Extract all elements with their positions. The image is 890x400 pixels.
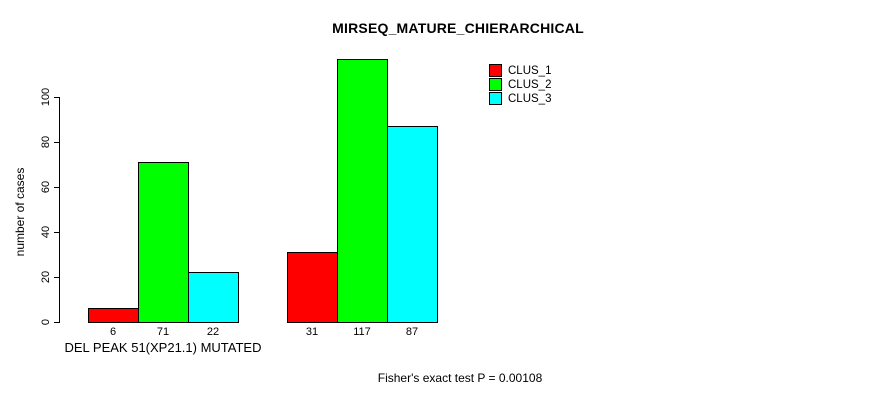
y-tick-label: 40 xyxy=(40,225,52,239)
y-axis-tick xyxy=(54,97,59,98)
y-tick-label: 60 xyxy=(40,180,52,194)
y-axis-tick xyxy=(54,187,59,188)
bar-clus_1-group2 xyxy=(287,252,338,323)
x-category-label: DEL PEAK 51(XP21.1) MUTATED xyxy=(64,340,262,355)
y-tick-label: 100 xyxy=(40,87,52,107)
bar-clus_1-group1 xyxy=(88,308,139,323)
legend-swatch-clus-3 xyxy=(489,92,502,105)
y-axis-line xyxy=(59,97,60,323)
y-axis-label: number of cases xyxy=(13,167,27,257)
bar-value-label: 31 xyxy=(305,326,319,338)
legend-swatch-clus-1 xyxy=(489,64,502,77)
y-tick-label: 0 xyxy=(40,318,52,326)
legend-swatch-clus-2 xyxy=(489,78,502,91)
y-axis-tick xyxy=(54,322,59,323)
y-tick-label: 20 xyxy=(40,270,52,284)
bar-value-label: 117 xyxy=(353,326,371,338)
legend: CLUS_1 CLUS_2 CLUS_3 xyxy=(489,64,551,106)
y-tick-label: 80 xyxy=(40,135,52,149)
bar-clus_2-group1 xyxy=(138,162,189,323)
y-axis-tick xyxy=(54,232,59,233)
legend-item-clus-1: CLUS_1 xyxy=(489,64,551,77)
stat-test-caption: Fisher's exact test P = 0.00108 xyxy=(377,371,543,385)
bar-value-label: 71 xyxy=(156,326,170,338)
bar-value-label: 6 xyxy=(109,326,117,338)
legend-label-clus-3: CLUS_3 xyxy=(508,92,552,105)
legend-label-clus-2: CLUS_2 xyxy=(508,78,552,91)
chart-title: MIRSEQ_MATURE_CHIERARCHICAL xyxy=(332,20,584,36)
bar-clus_3-group1 xyxy=(188,272,239,323)
bar-value-label: 87 xyxy=(405,326,419,338)
bar-clus_2-group2 xyxy=(337,59,388,323)
bar-value-label: 22 xyxy=(206,326,220,338)
legend-item-clus-2: CLUS_2 xyxy=(489,78,551,91)
legend-label-clus-1: CLUS_1 xyxy=(508,64,552,77)
bar-clus_3-group2 xyxy=(387,126,438,323)
y-axis-tick xyxy=(54,277,59,278)
legend-item-clus-3: CLUS_3 xyxy=(489,92,551,105)
y-axis-tick xyxy=(54,142,59,143)
